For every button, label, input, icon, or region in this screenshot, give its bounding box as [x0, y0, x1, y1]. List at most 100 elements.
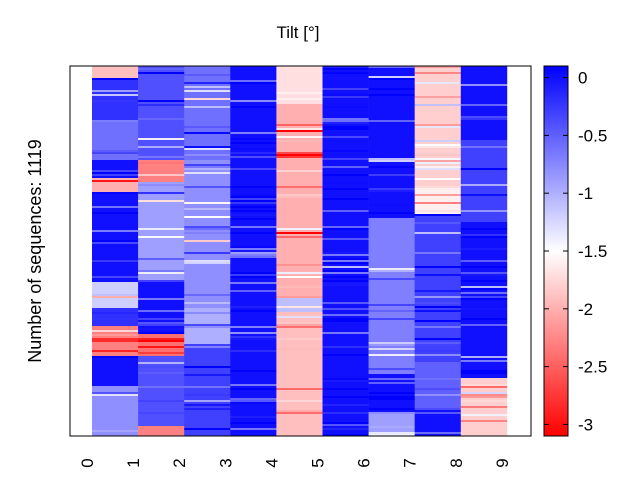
- heatmap-cell: [414, 124, 462, 127]
- heatmap-cell: [414, 428, 462, 431]
- heatmap-cell: [184, 374, 231, 377]
- heatmap-cell: [138, 264, 185, 267]
- heatmap-cell: [414, 328, 462, 331]
- heatmap-cell: [184, 282, 231, 285]
- heatmap-cell: [276, 374, 323, 377]
- heatmap-cell: [184, 140, 231, 143]
- heatmap-cell: [276, 164, 323, 167]
- heatmap-cell: [276, 106, 323, 109]
- heatmap-cell: [368, 222, 415, 225]
- heatmap-cell: [414, 78, 462, 81]
- heatmap-cell: [414, 194, 462, 197]
- heatmap-cell: [230, 414, 277, 417]
- heatmap-cell: [276, 146, 323, 149]
- heatmap-cell: [460, 370, 508, 373]
- heatmap-cell: [230, 232, 277, 235]
- colorbar-tick-label: -2: [578, 300, 593, 319]
- heatmap-cell: [92, 374, 139, 377]
- heatmap-cell: [276, 100, 323, 103]
- heatmap-cell: [460, 408, 508, 411]
- heatmap-cell: [184, 118, 231, 121]
- heatmap-cell: [184, 332, 231, 335]
- heatmap-cell: [460, 254, 508, 257]
- heatmap-cell: [230, 140, 277, 143]
- heatmap-cell: [322, 368, 369, 371]
- heatmap-cell: [460, 184, 508, 187]
- heatmap-cell: [414, 204, 462, 207]
- heatmap-cell: [368, 174, 415, 177]
- heatmap-cell: [460, 338, 508, 341]
- heatmap-cell: [276, 404, 323, 407]
- heatmap-cell: [184, 232, 231, 235]
- heatmap-cell: [322, 128, 369, 131]
- heatmap-cell: [460, 424, 508, 427]
- heatmap-cell: [138, 150, 185, 153]
- heatmap-cell: [92, 418, 139, 421]
- heatmap-cell: [322, 206, 369, 209]
- heatmap-cell: [138, 184, 185, 187]
- heatmap-cell: [230, 298, 277, 301]
- heatmap-cell: [184, 330, 231, 333]
- heatmap-cell: [276, 114, 323, 117]
- heatmap-cell: [230, 82, 277, 85]
- plot-frame: [69, 65, 532, 437]
- heatmap-cell: [276, 238, 323, 241]
- heatmap-cell: [322, 334, 369, 337]
- heatmap-cell: [184, 242, 231, 245]
- heatmap-cell: [276, 254, 323, 257]
- heatmap-cell: [92, 330, 139, 333]
- heatmap-cell: [368, 402, 415, 405]
- heatmap-cell: [368, 324, 415, 327]
- heatmap-cell: [92, 176, 139, 179]
- heatmap-cell: [414, 106, 462, 109]
- heatmap-cell: [230, 332, 277, 335]
- heatmap-cell: [414, 148, 462, 151]
- heatmap-cell: [322, 276, 369, 279]
- heatmap-cell: [414, 152, 462, 155]
- heatmap-cell: [414, 260, 462, 263]
- heatmap-cell: [230, 388, 277, 391]
- heatmap-cell: [460, 270, 508, 273]
- heatmap-cell: [138, 398, 185, 401]
- heatmap-cell: [322, 240, 369, 243]
- heatmap-cell: [322, 118, 369, 121]
- heatmap-cell: [276, 378, 323, 381]
- heatmap-cell: [184, 348, 231, 351]
- heatmap-cell: [460, 220, 508, 223]
- heatmap-cell: [184, 150, 231, 153]
- heatmap-cell: [276, 310, 323, 313]
- heatmap-cell: [276, 326, 323, 329]
- heatmap-cell: [184, 392, 231, 395]
- heatmap-cell: [368, 228, 415, 231]
- heatmap-cell: [138, 106, 185, 109]
- heatmap-cell: [92, 272, 139, 275]
- heatmap-cell: [184, 280, 231, 283]
- heatmap-cell: [184, 410, 231, 413]
- heatmap-cell: [276, 144, 323, 147]
- heatmap-cell: [92, 102, 139, 105]
- heatmap-cell: [184, 162, 231, 165]
- heatmap-cell: [92, 74, 139, 77]
- heatmap-cell: [138, 212, 185, 215]
- heatmap-cell: [368, 334, 415, 337]
- heatmap-cell: [138, 364, 185, 367]
- heatmap-cell: [184, 350, 231, 353]
- heatmap-cell: [138, 394, 185, 397]
- heatmap-cell: [322, 66, 369, 69]
- heatmap-cell: [230, 218, 277, 221]
- heatmap-cell: [414, 216, 462, 219]
- heatmap-cell: [276, 340, 323, 343]
- heatmap-cell: [368, 290, 415, 293]
- heatmap-cell: [92, 228, 139, 231]
- heatmap-cell: [460, 246, 508, 249]
- heatmap-cell: [322, 388, 369, 391]
- heatmap-cell: [230, 350, 277, 353]
- heatmap-cell: [414, 338, 462, 341]
- heatmap-cell: [184, 320, 231, 323]
- heatmap-cell: [414, 314, 462, 317]
- heatmap-cell: [92, 414, 139, 417]
- heatmap-cell: [92, 156, 139, 159]
- heatmap-column-1: [138, 66, 185, 437]
- heatmap-cell: [230, 274, 277, 277]
- heatmap-cell: [414, 378, 462, 381]
